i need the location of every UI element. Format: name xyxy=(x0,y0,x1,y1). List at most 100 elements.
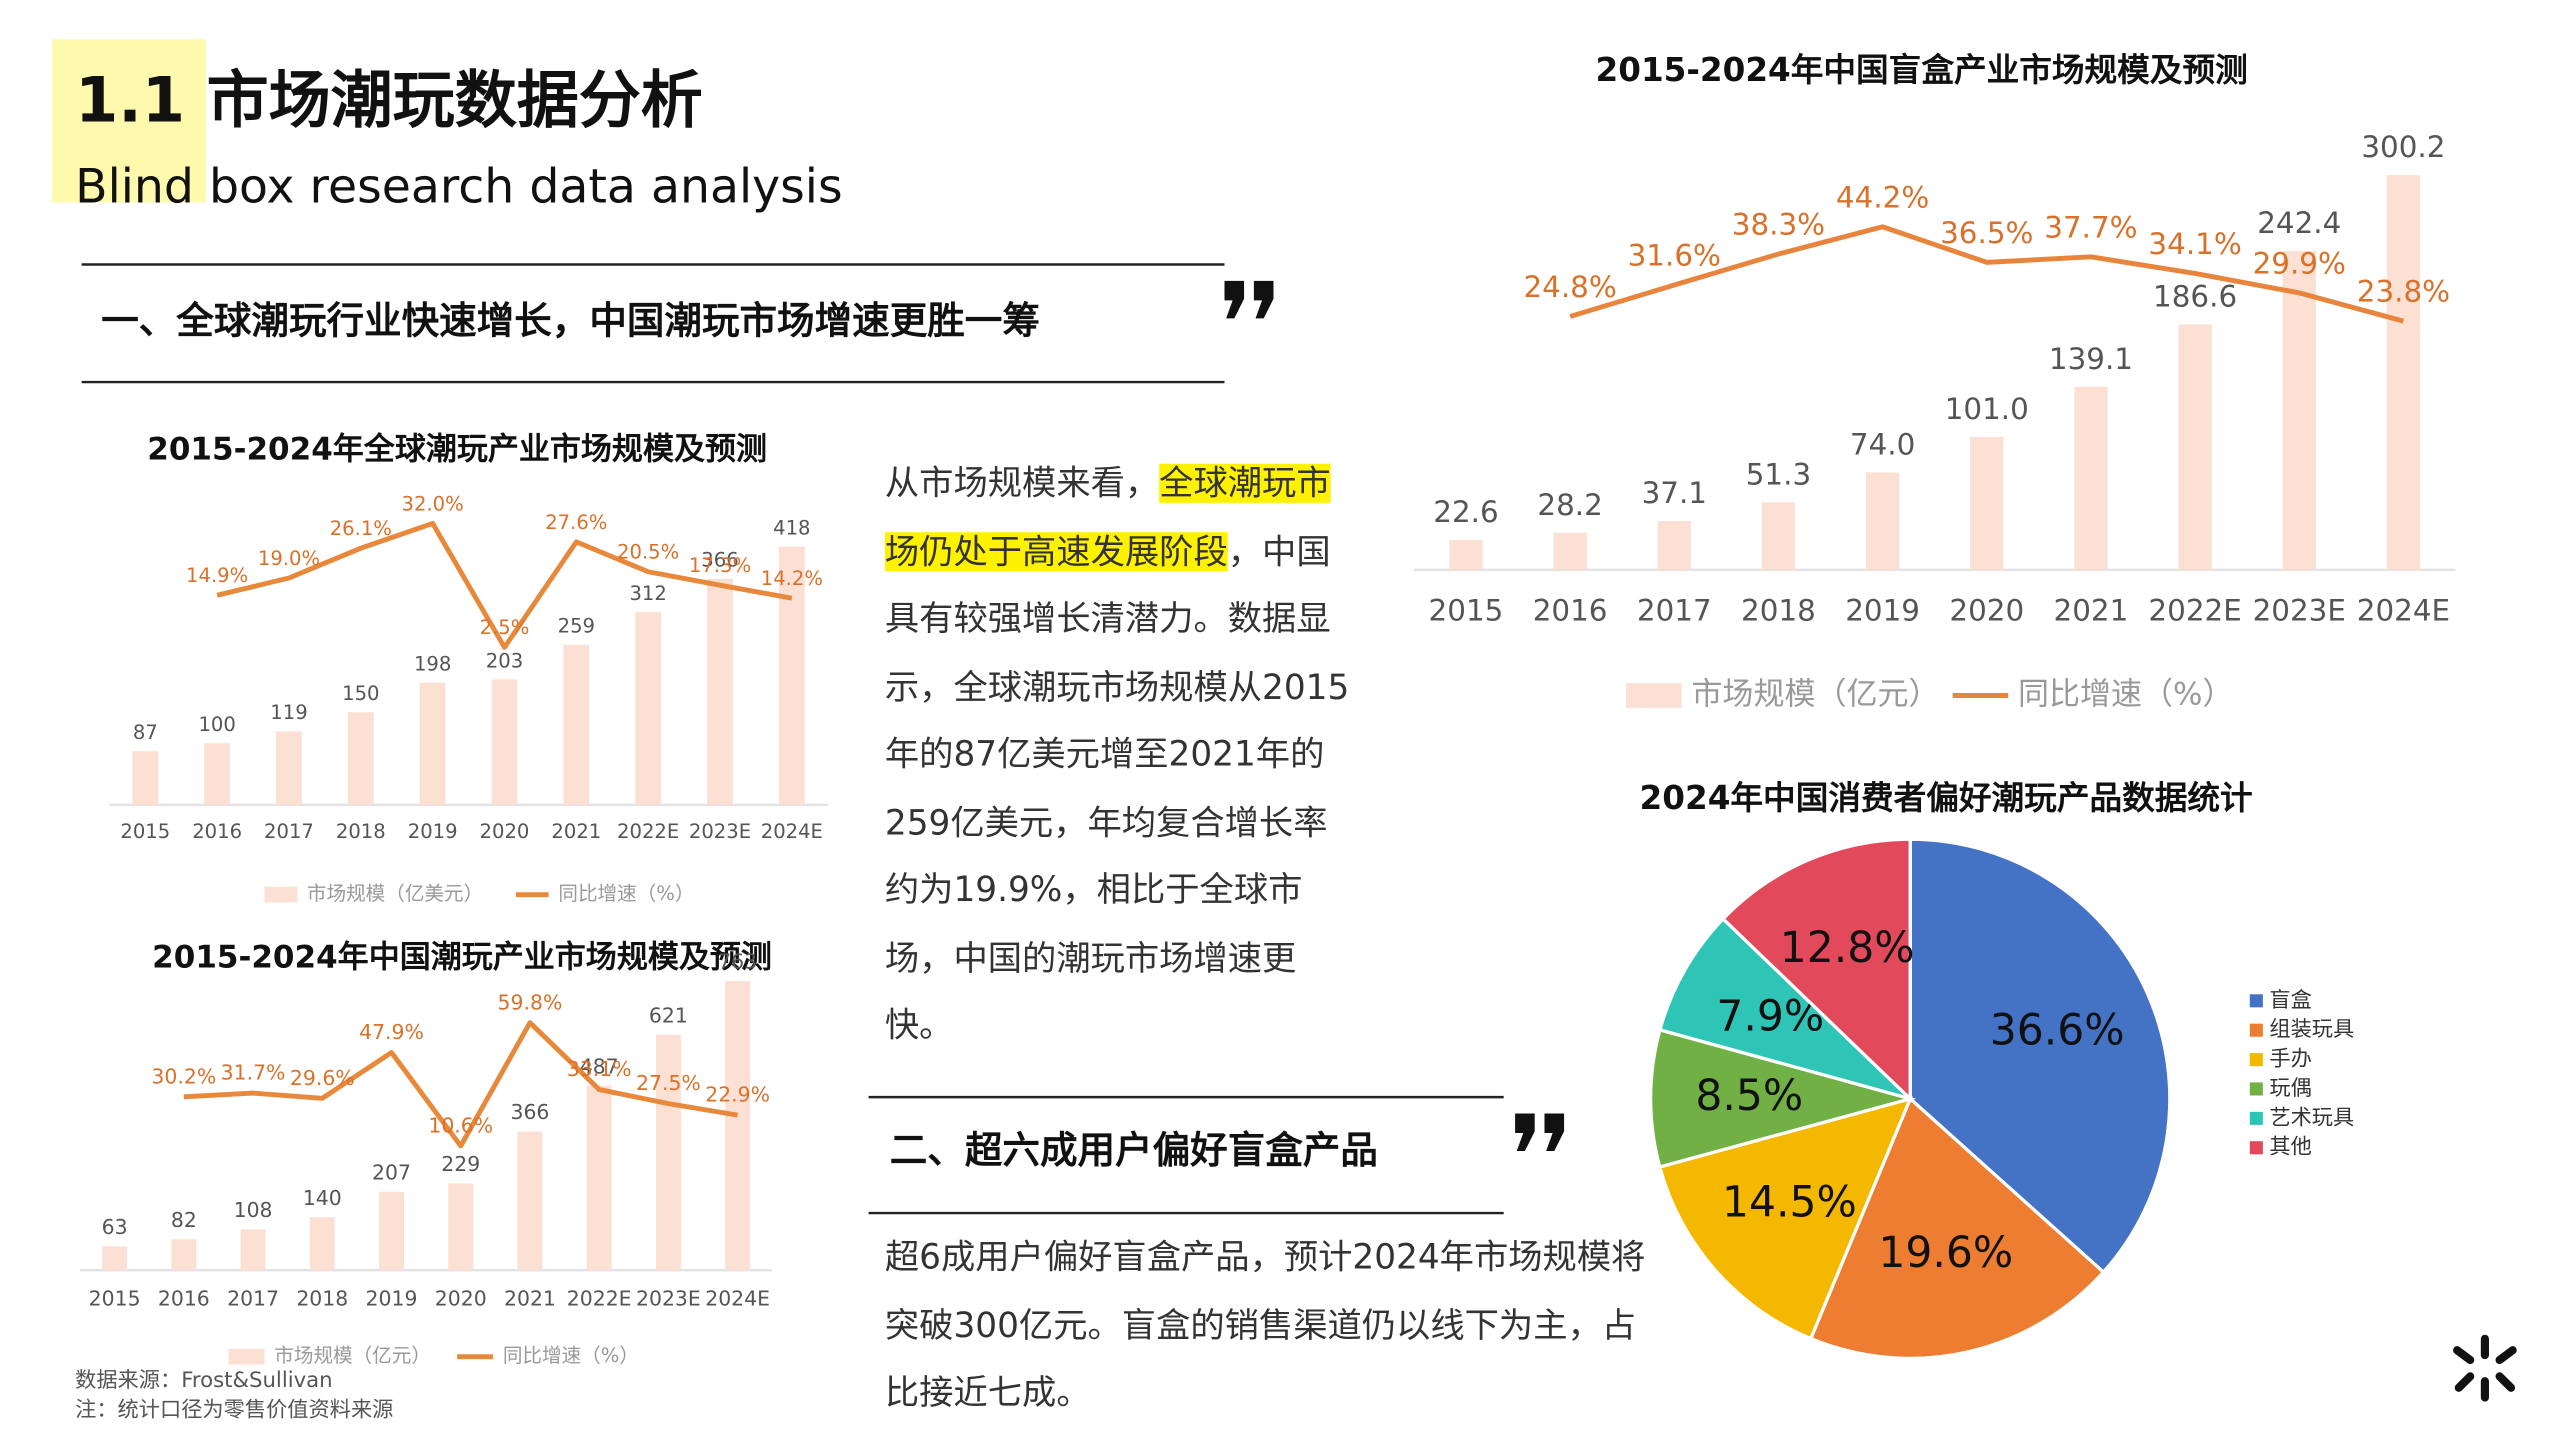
line-value-label: 23.8% xyxy=(2357,275,2450,309)
bar-value-label: 63 xyxy=(102,1215,128,1239)
line-value-label: 29.9% xyxy=(2253,246,2346,280)
x-tick-label: 2020 xyxy=(1949,594,2024,628)
x-tick-label: 2023E xyxy=(2253,594,2346,628)
paragraph-text: 从市场规模来看， xyxy=(884,463,1160,503)
bar xyxy=(2386,175,2421,570)
bar xyxy=(1553,532,1587,570)
bar xyxy=(563,644,590,805)
x-tick-label: 2022E xyxy=(2148,594,2241,628)
line-value-label: 31.6% xyxy=(1628,239,1721,273)
bar xyxy=(1657,521,1691,570)
x-tick-label: 2016 xyxy=(158,1287,210,1311)
bar xyxy=(171,1239,197,1271)
slice-label: 12.8% xyxy=(1780,924,1915,973)
quote-icon xyxy=(1224,280,1274,319)
bar-value-label: 37.1 xyxy=(1642,476,1707,510)
bar xyxy=(635,612,662,805)
pie-slice xyxy=(1657,916,1912,1101)
x-tick-label: 2020 xyxy=(435,1287,487,1311)
bar xyxy=(1865,472,1900,570)
paragraph: 从市场规模来看，全球潮玩市场仍处于高速发展阶段，中国具有较强增长清潜力。数据显示… xyxy=(884,451,1362,1061)
x-tick-label: 2021 xyxy=(504,1287,556,1311)
bar-value-label: 108 xyxy=(234,1198,273,1222)
x-tick-label: 2017 xyxy=(264,820,314,843)
legend-swatch xyxy=(264,886,298,903)
x-tick-label: 2024E xyxy=(761,820,823,843)
bar-value-label: 51.3 xyxy=(1746,457,1811,491)
line-value-label: 2.5% xyxy=(480,616,530,639)
x-tick-label: 2016 xyxy=(1533,594,1608,628)
legend-label: 同比增速（%） xyxy=(558,882,694,905)
x-tick-label: 2021 xyxy=(2054,594,2129,628)
bar-value-label: 101.0 xyxy=(1945,392,2029,426)
slice-label: 19.6% xyxy=(1878,1229,2013,1278)
bar-value-label: 207 xyxy=(372,1160,411,1184)
section-heading: 一、全球潮玩行业快速增长，中国潮玩市场增速更胜一筹 xyxy=(101,299,1040,343)
bar-value-label: 203 xyxy=(486,649,523,672)
x-tick-label: 2015 xyxy=(89,1287,141,1311)
paragraph-text: 超6成用户偏好盲盒产品，预计2024年市场规模将突破300亿元。盲盒的销售渠道仍… xyxy=(884,1237,1646,1413)
bar-value-label: 366 xyxy=(701,549,738,572)
bar-value-label: 119 xyxy=(270,701,307,724)
legend-label: 市场规模（亿元） xyxy=(1691,677,1939,713)
x-tick-label: 2018 xyxy=(336,820,386,843)
bar xyxy=(2074,386,2108,570)
chart-title: 2015-2024年中国潮玩产业市场规模及预测 xyxy=(152,939,772,975)
paragraph-box: 从市场规模来看，全球潮玩市场仍处于高速发展阶段，中国具有较强增长清潜力。数据显示… xyxy=(884,451,1362,1061)
x-tick-label: 2021 xyxy=(551,820,601,843)
legend-swatch xyxy=(2249,1082,2263,1096)
legend-label: 组装玩具 xyxy=(2269,1017,2354,1042)
slice-label: 8.5% xyxy=(1695,1072,1803,1121)
line-value-label: 24.8% xyxy=(1523,270,1616,304)
bar xyxy=(2178,324,2212,570)
legend-label: 市场规模（亿元） xyxy=(274,1344,431,1367)
x-tick-label: 2019 xyxy=(366,1287,418,1311)
bar-value-label: 259 xyxy=(558,615,595,638)
bar xyxy=(586,1085,612,1271)
legend-label: 同比增速（%） xyxy=(2018,677,2234,713)
line-value-label: 44.2% xyxy=(1836,180,1929,214)
bar xyxy=(102,1246,128,1271)
x-tick-label: 2022E xyxy=(617,820,679,843)
bar-value-label: 186.6 xyxy=(2153,279,2237,313)
bar xyxy=(347,712,374,805)
legend-label: 同比增速（%） xyxy=(503,1344,639,1367)
growth-line xyxy=(216,520,793,650)
line-value-label: 59.8% xyxy=(498,990,563,1014)
bar-value-label: 139.1 xyxy=(2049,342,2133,376)
bar-value-label: 621 xyxy=(649,1004,688,1028)
legend-swatch xyxy=(2249,1023,2263,1037)
line-value-label: 14.2% xyxy=(761,567,823,590)
section-heading: 二、超六成用户偏好盲盒产品 xyxy=(890,1128,1378,1172)
line-value-label: 34.1% xyxy=(2148,227,2241,261)
x-tick-label: 2020 xyxy=(480,820,530,843)
bar xyxy=(778,546,805,805)
slide-title: 1.1 市场潮玩数据分析 xyxy=(75,64,703,137)
bar xyxy=(309,1217,335,1271)
bar xyxy=(448,1183,474,1271)
x-tick-label: 2018 xyxy=(1741,594,1816,628)
bar xyxy=(655,1034,681,1271)
line-value-label: 17.3% xyxy=(689,554,751,577)
bar xyxy=(1449,540,1483,570)
x-tick-label: 2017 xyxy=(227,1287,279,1311)
pie-slice xyxy=(1649,1027,1917,1169)
line-value-label: 22.9% xyxy=(705,1083,770,1107)
bar-value-label: 87 xyxy=(133,721,158,744)
x-tick-label: 2024E xyxy=(2357,594,2450,628)
pie-slice xyxy=(1908,837,2172,1275)
growth-line xyxy=(1569,224,2405,324)
line-value-label: 32.0% xyxy=(402,492,464,515)
x-tick-label: 2017 xyxy=(1637,594,1712,628)
line-value-label: 27.6% xyxy=(545,511,607,534)
logo xyxy=(2453,1334,2517,1402)
slice-label: 36.6% xyxy=(1990,1007,2125,1056)
bar xyxy=(240,1229,266,1271)
bar-value-label: 150 xyxy=(342,682,379,705)
bar-value-label: 22.6 xyxy=(1433,495,1498,529)
legend-swatch xyxy=(2249,1141,2263,1155)
chart-title: 2015-2024年全球潮玩产业市场规模及预测 xyxy=(147,432,767,468)
x-tick-label: 2019 xyxy=(408,820,458,843)
